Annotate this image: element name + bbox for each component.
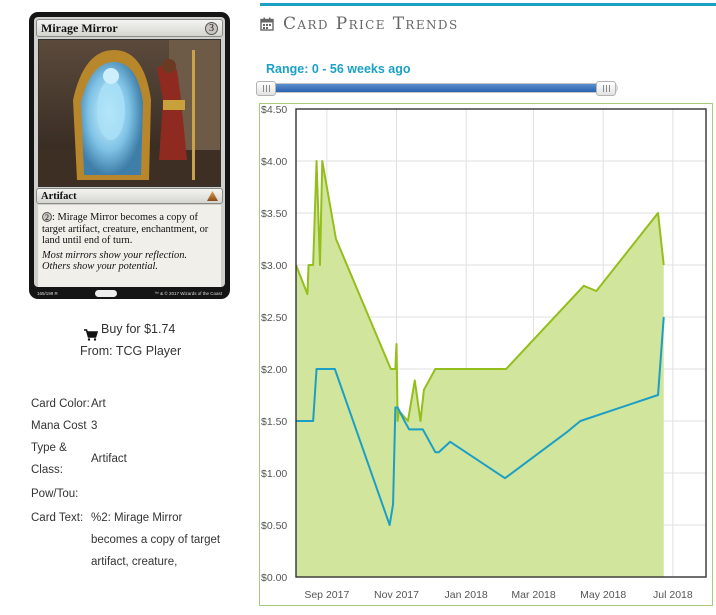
card-details: Card Color: Art Mana Cost 3 Type & Class: Art… bbox=[31, 393, 231, 573]
price-chart: $0.00 $0.50 $1.00 $1.50 $2.00 $2.50 $3.00 $3.50… bbox=[259, 103, 713, 606]
detail-row: Type & Class: Artifact bbox=[31, 437, 231, 481]
y-tick-label: $0.00 bbox=[261, 572, 287, 584]
copyright-text: ™ & © 2017 Wizards of the Coast bbox=[154, 290, 222, 296]
y-tick-label: $0.50 bbox=[261, 520, 287, 532]
y-tick-label: $1.00 bbox=[261, 468, 287, 480]
detail-value bbox=[91, 483, 231, 505]
card-name: Mirage Mirror bbox=[41, 20, 118, 35]
detail-row: Card Color: Art bbox=[31, 393, 231, 415]
price-panel-header: Card Price Trends bbox=[260, 14, 459, 34]
detail-label: Pow/Tou: bbox=[31, 488, 79, 500]
set-symbol-icon bbox=[207, 191, 218, 201]
x-tick-label: Jan 2018 bbox=[445, 589, 488, 601]
card-flavor-text: Most mirrors show your reflection. Other… bbox=[42, 249, 187, 273]
detail-row: Mana Cost 3 bbox=[31, 415, 231, 437]
card-type-line: Artifact bbox=[36, 188, 223, 204]
detail-label: Card Color: bbox=[31, 398, 90, 410]
y-tick-label: $3.00 bbox=[261, 260, 287, 272]
card-type: Artifact bbox=[41, 190, 77, 202]
buy-source: From: TCG Player bbox=[80, 344, 182, 358]
range-slider-fill[interactable] bbox=[266, 84, 606, 92]
generic-mana-icon: 2 bbox=[42, 212, 52, 222]
y-tick-label: $2.50 bbox=[261, 312, 287, 324]
range-slider-start-handle[interactable] bbox=[256, 81, 276, 96]
card-image[interactable]: Mirage Mirror 3 Artif bbox=[29, 12, 230, 299]
card-mana-symbol: 3 bbox=[205, 21, 218, 35]
card-title-bar: Mirage Mirror 3 bbox=[36, 19, 223, 37]
y-tick-label: $2.00 bbox=[261, 364, 287, 376]
card-text-box: 2: Mirage Mirror becomes a copy of targe… bbox=[38, 205, 221, 287]
collector-info: 165/199 R bbox=[37, 290, 58, 296]
calendar-icon bbox=[260, 17, 274, 31]
shopping-cart-icon[interactable] bbox=[84, 329, 98, 341]
detail-value: %2: Mirage Mirror becomes a copy of targ… bbox=[91, 512, 221, 568]
range-slider-end-handle[interactable] bbox=[596, 81, 616, 96]
buy-section: Buy for $1.74 From: TCG Player bbox=[80, 322, 181, 358]
detail-row: Card Text: %2: Mirage Mirror becomes a co… bbox=[31, 507, 231, 573]
price-panel-title: Card Price Trends bbox=[283, 14, 459, 34]
panel-top-border bbox=[260, 3, 716, 6]
buy-link[interactable]: Buy for $1.74 bbox=[101, 322, 176, 336]
card-footer: 165/199 R ™ & © 2017 Wizards of the Coas… bbox=[34, 288, 225, 298]
y-tick-label: $1.50 bbox=[261, 416, 287, 428]
x-tick-label: May 2018 bbox=[580, 589, 626, 601]
y-tick-label: $4.00 bbox=[261, 156, 287, 168]
card-footer-badge-icon bbox=[95, 289, 118, 297]
x-tick-label: Mar 2018 bbox=[511, 589, 556, 601]
x-tick-label: Jul 2018 bbox=[653, 589, 693, 601]
plot-frame bbox=[295, 108, 707, 578]
detail-value: 3 bbox=[91, 420, 98, 432]
price-chart-svg: $0.00 $0.50 $1.00 $1.50 $2.00 $2.50 $3.00 $3.50… bbox=[261, 104, 707, 601]
card-rules-text: 2: Mirage Mirror becomes a copy of targe… bbox=[42, 212, 209, 246]
detail-label: Mana Cost bbox=[31, 420, 87, 432]
detail-row: Pow/Tou: bbox=[31, 483, 231, 505]
detail-label: Card Text: bbox=[31, 512, 84, 524]
x-tick-label: Sep 2017 bbox=[304, 589, 349, 601]
range-label: Range: 0 - 56 weeks ago bbox=[266, 62, 411, 76]
detail-value: Artifact bbox=[91, 453, 127, 465]
detail-label: Type & Class: bbox=[31, 442, 67, 476]
y-tick-label: $4.50 bbox=[261, 104, 287, 116]
x-tick-label: Nov 2017 bbox=[374, 589, 419, 601]
y-tick-label: $3.50 bbox=[261, 208, 287, 220]
detail-value: Art bbox=[91, 398, 106, 410]
card-artwork bbox=[38, 39, 221, 187]
